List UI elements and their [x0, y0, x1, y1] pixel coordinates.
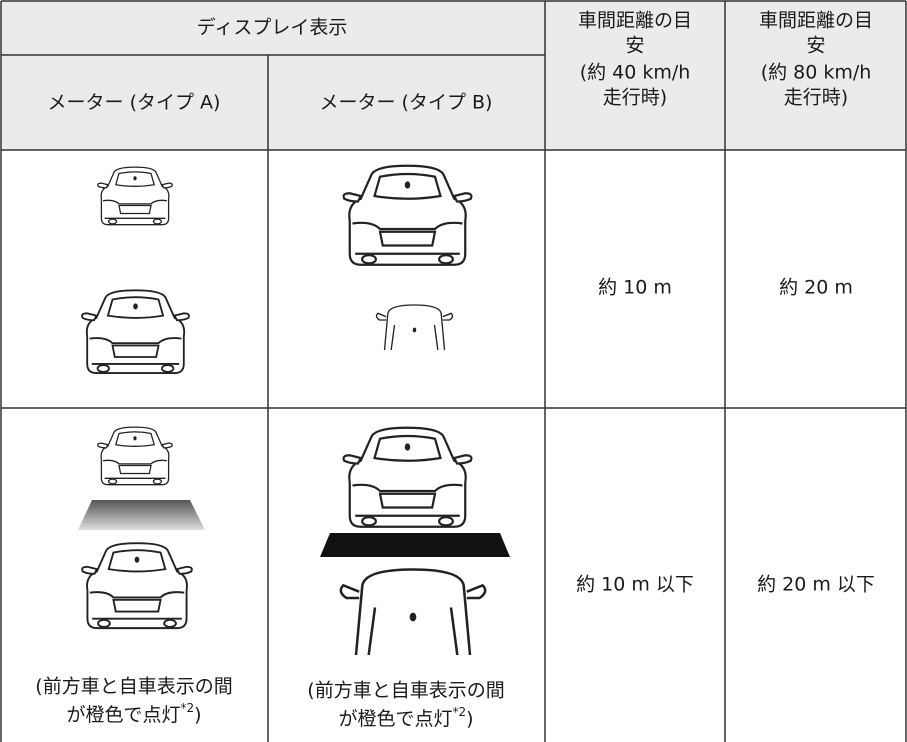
- distance-band: [320, 533, 510, 557]
- note: が橙色で点灯*2): [338, 705, 473, 730]
- note: (前方車と自車表示の間: [307, 680, 504, 702]
- header-col4: 走行時): [784, 87, 848, 109]
- header-col3: 車間距離の目: [578, 10, 692, 32]
- header-col4: (約 80 km/h: [761, 62, 872, 84]
- own-car: [80, 541, 194, 630]
- own-car-hood: [339, 568, 487, 655]
- header-col4: 安: [806, 35, 825, 57]
- own-car-hood: [375, 303, 454, 350]
- header-bg: [1, 1, 906, 150]
- note: (前方車と自車表示の間: [35, 676, 232, 698]
- distance-40: 約 10 m 以下: [576, 574, 694, 596]
- front-car: [342, 426, 473, 528]
- header-col3: 走行時): [603, 87, 667, 109]
- distance-band: [78, 500, 205, 530]
- distance-80: 約 20 m: [779, 277, 853, 299]
- distance-40: 約 10 m: [598, 277, 672, 299]
- header-col1: メーター (タイプ A): [48, 92, 221, 114]
- own-car: [80, 288, 191, 375]
- front-car: [97, 166, 173, 226]
- header-col3: 安: [625, 35, 644, 57]
- distance-80: 約 20 m 以下: [757, 574, 875, 596]
- header-group: ディスプレイ表示: [197, 17, 348, 39]
- header-col2: メーター (タイプ B): [320, 92, 493, 114]
- header-col4: 車間距離の目: [759, 10, 873, 32]
- note: が橙色で点灯*2): [66, 701, 201, 726]
- header-col3: (約 40 km/h: [580, 62, 691, 84]
- front-car: [97, 426, 173, 486]
- front-car: [342, 164, 473, 266]
